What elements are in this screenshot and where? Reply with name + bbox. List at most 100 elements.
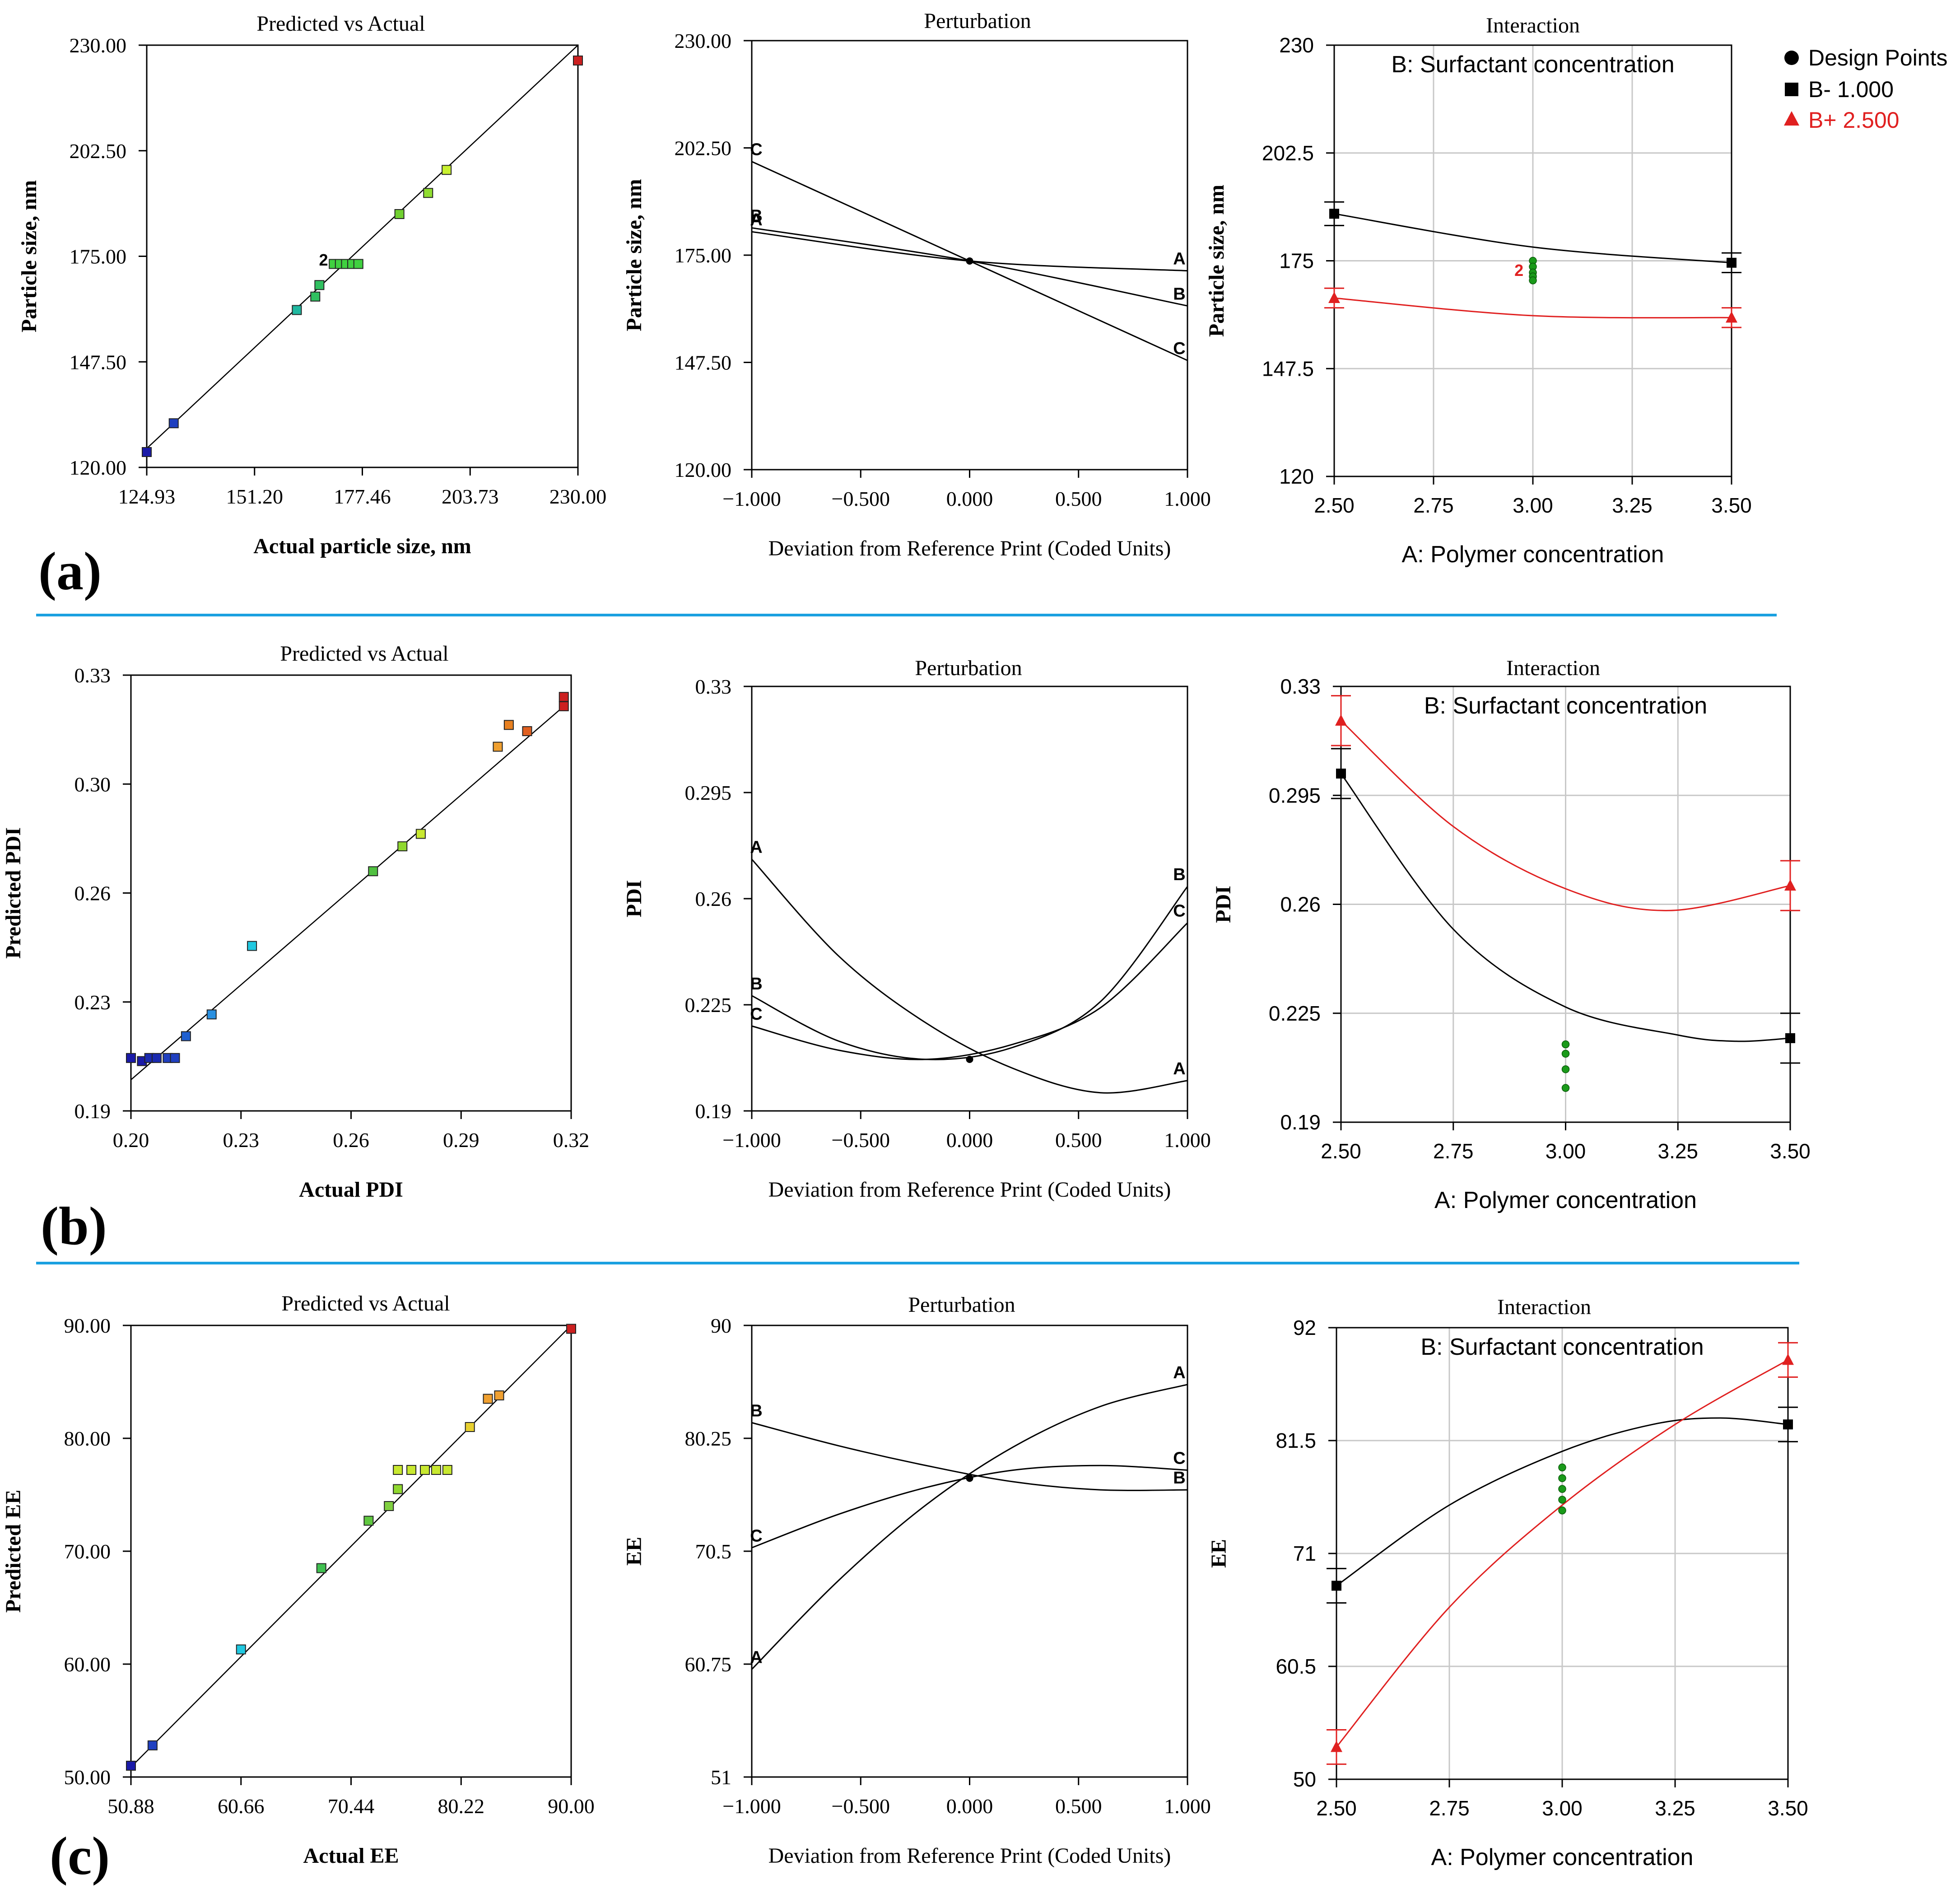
chart-b-int: 2.50 2.75 3.00 3.25 3.50 0.19 0.225 0.26 0.295 0.…: [1211, 656, 1811, 1213]
y-tick-label: 90: [711, 1314, 731, 1337]
plot-frame: [146, 44, 579, 468]
y-tick-label: 50: [1293, 1768, 1316, 1791]
x-tick-label: 0.000: [946, 1795, 993, 1818]
series-label-start: C: [750, 1526, 762, 1545]
x-tick-label: 124.93: [118, 485, 176, 508]
series-line: [1340, 720, 1791, 911]
x-tick-label: 0.000: [946, 487, 993, 510]
y-axis-label: PDI: [1211, 886, 1235, 923]
series-label-start: C: [750, 1005, 762, 1024]
y-tick-label: 0.19: [1280, 1110, 1321, 1134]
legend-label-b-minus: B- 1.000: [1808, 77, 1894, 102]
y-axis-label: PDI: [622, 880, 646, 918]
x-tick-label: 3.00: [1542, 1796, 1583, 1820]
data-point: [465, 1422, 475, 1432]
chart-subtitle: B: Surfactant concentration: [1420, 1334, 1704, 1360]
chart-title: Predicted vs Actual: [281, 1292, 450, 1315]
data-point: [168, 418, 179, 429]
y-tick-label: 230: [1279, 33, 1314, 57]
series-line: [1336, 1417, 1788, 1586]
y-tick-label: 81.5: [1276, 1429, 1316, 1452]
design-point: [1558, 1474, 1566, 1483]
series-label-end: A: [1173, 250, 1185, 269]
data-point: [566, 1324, 576, 1334]
data-point: [292, 305, 302, 315]
y-tick-label: 51: [711, 1766, 731, 1789]
series-label-start: A: [750, 838, 762, 857]
y-tick-label: 0.19: [74, 1100, 111, 1123]
x-tick-label: 3.00: [1546, 1139, 1586, 1163]
chart-a-pert: −1.000 −0.500 0.000 0.500 1.000 120.00 147.50 1…: [622, 9, 1211, 560]
series-label-start: A: [750, 1648, 762, 1667]
series-marker: [1782, 1353, 1794, 1365]
x-tick-label: 3.50: [1770, 1139, 1811, 1163]
y-tick-label: 0.30: [74, 773, 111, 796]
x-tick-label: −0.500: [832, 1129, 890, 1152]
series-line: [1336, 1359, 1788, 1748]
series-label-end: C: [1173, 1449, 1185, 1468]
x-tick-label: 3.25: [1657, 1139, 1698, 1163]
x-tick-label: 0.20: [113, 1129, 149, 1152]
series-line-A: [751, 1384, 1188, 1670]
x-tick-label: 0.32: [553, 1129, 590, 1152]
data-point: [522, 726, 532, 737]
series-line-A: [751, 858, 1188, 1094]
fit-line: [146, 45, 578, 449]
chart-title: Interaction: [1506, 656, 1600, 680]
series-line: [1334, 297, 1732, 319]
series-label-end: B: [1173, 865, 1185, 884]
x-axis-label: Actual EE: [303, 1844, 399, 1868]
panel-label-a: (a): [38, 541, 102, 601]
y-axis-label: Particle size, nm: [1205, 185, 1229, 337]
data-point: [394, 209, 405, 219]
x-axis-label: A: Polymer concentration: [1434, 1187, 1697, 1213]
series-marker: [1783, 1419, 1793, 1430]
series-label-end: A: [1173, 1059, 1185, 1078]
y-axis-label: Particle size, nm: [17, 180, 41, 332]
series-marker: [1335, 714, 1347, 726]
data-point: [206, 1009, 217, 1020]
y-axis-label: Particle size, nm: [622, 179, 646, 331]
x-tick-label: −1.000: [722, 487, 781, 510]
y-tick-label: 0.295: [685, 781, 732, 804]
series-label-end: C: [1173, 902, 1185, 921]
y-tick-label: 0.26: [74, 882, 111, 905]
series-label-end: B: [1173, 285, 1185, 303]
series-marker: [1331, 1581, 1341, 1591]
data-point: [442, 165, 452, 175]
series-label-start: C: [750, 140, 762, 159]
y-tick-label: 71: [1293, 1542, 1316, 1565]
data-point: [423, 188, 433, 198]
design-point: [1558, 1507, 1566, 1515]
data-point: [393, 1484, 403, 1494]
legend-marker-b-plus: [1784, 111, 1799, 126]
series-marker: [1336, 769, 1346, 779]
data-point: [314, 280, 325, 290]
point-annotation: 2: [319, 251, 328, 269]
x-tick-label: 80.22: [438, 1795, 485, 1818]
y-axis-label: Predicted EE: [1, 1490, 25, 1613]
y-axis-label: EE: [622, 1537, 646, 1566]
x-tick-label: 2.50: [1316, 1796, 1357, 1820]
series-marker: [1784, 879, 1796, 891]
design-point: [1561, 1065, 1570, 1073]
x-tick-label: 0.500: [1055, 1795, 1102, 1818]
plot-frame: [130, 1325, 572, 1778]
design-point: [1561, 1049, 1570, 1058]
series-marker: [1329, 209, 1339, 219]
y-tick-label: 70.5: [695, 1540, 732, 1563]
y-tick-label: 230.00: [70, 34, 127, 57]
x-axis-label: A: Polymer concentration: [1431, 1844, 1694, 1870]
reference-point: [966, 1055, 973, 1063]
y-tick-label: 175.00: [675, 244, 732, 267]
series-label-end: B: [1173, 1469, 1185, 1488]
y-tick-label: 80.00: [64, 1427, 111, 1450]
chart-c-pert: −1.000 −0.500 0.000 0.500 1.000 51 60.75 70.5 80…: [622, 1293, 1211, 1868]
charts-layer: 124.93 151.20 177.46 203.73 230.00 120.00 147.…: [1, 9, 1811, 1870]
data-point: [442, 1465, 452, 1475]
x-tick-label: 70.44: [328, 1795, 375, 1818]
y-tick-label: 0.225: [1269, 1002, 1321, 1025]
y-tick-label: 90.00: [64, 1314, 111, 1337]
series-label-start: B: [750, 975, 762, 993]
series-line: [1334, 213, 1732, 264]
